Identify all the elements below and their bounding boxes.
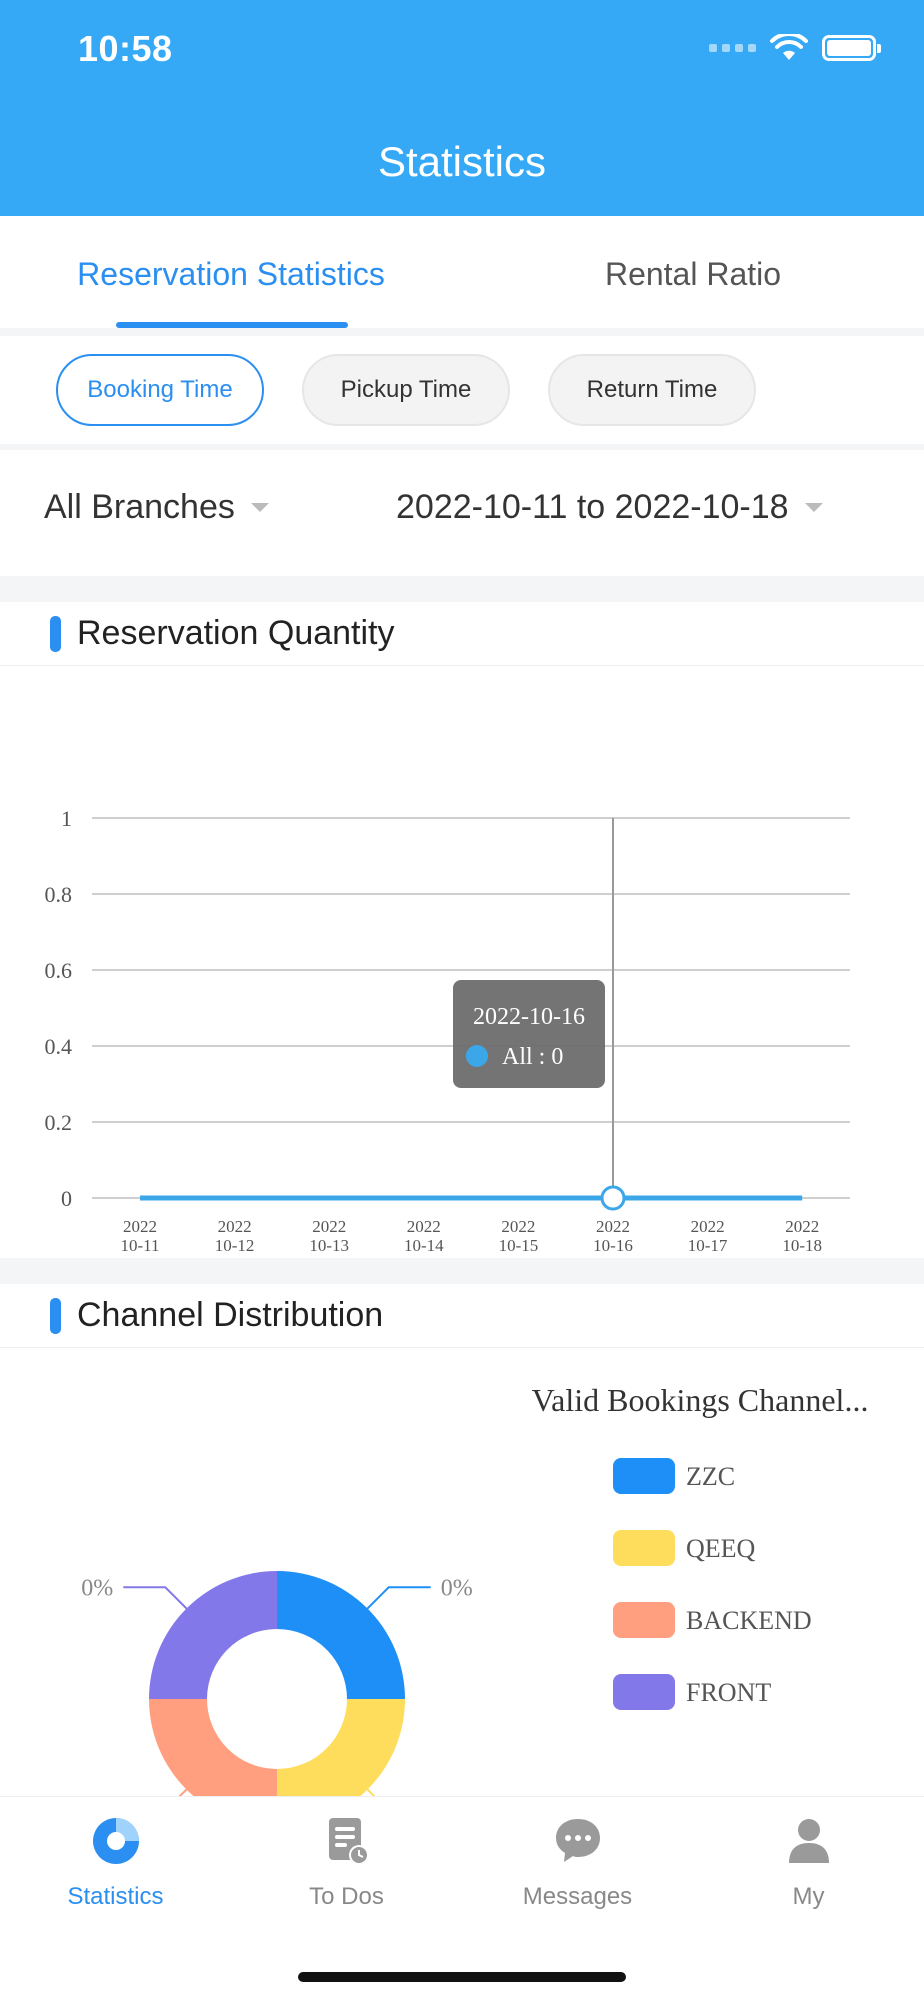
nav-my[interactable]: My — [693, 1815, 924, 1911]
donut-slice-zzc — [277, 1571, 405, 1699]
x-tick-label-year: 2022 — [123, 1217, 157, 1236]
battery-icon — [822, 35, 881, 61]
x-tick-label-date: 10-17 — [688, 1236, 728, 1255]
donut-slice-backend — [149, 1699, 277, 1796]
x-tick-label-date: 10-11 — [120, 1236, 159, 1255]
tab-rental-ratio[interactable]: Rental Ratio — [604, 256, 782, 292]
chart-title: Valid Bookings Channel... — [532, 1382, 869, 1418]
branch-select-label: All Branches — [44, 488, 235, 526]
legend-label: BACKEND — [686, 1606, 812, 1635]
legend-swatch — [613, 1674, 675, 1710]
chevron-down-icon — [804, 503, 823, 512]
slice-percent-label: 0% — [441, 1575, 473, 1601]
slice-percent-label: 0% — [81, 1575, 113, 1601]
top-bar: 10:58 Statistics — [0, 0, 924, 216]
signal-icon — [709, 44, 756, 52]
card-accent-bar — [50, 615, 61, 652]
return-time-button[interactable]: Return Time — [548, 354, 756, 426]
x-tick-label-year: 2022 — [407, 1217, 441, 1236]
legend-label: FRONT — [686, 1678, 771, 1707]
tooltip-value: All : 0 — [502, 1044, 563, 1070]
pickup-time-button[interactable]: Pickup Time — [302, 354, 510, 426]
page-title: Statistics — [377, 138, 547, 185]
selector-row: All Branches 2022-10-11 to 2022-10-18 — [0, 450, 924, 576]
x-tick-label-year: 2022 — [785, 1217, 819, 1236]
branch-select[interactable]: All Branches — [44, 488, 269, 527]
tooltip-title: 2022-10-16 — [473, 1004, 585, 1030]
legend-label: ZZC — [686, 1462, 735, 1491]
card-accent-bar — [50, 1297, 61, 1334]
x-tick-label-year: 2022 — [501, 1217, 535, 1236]
tab-bar: Reservation Statistics Rental Ratio — [0, 216, 924, 328]
x-tick-label-date: 10-12 — [215, 1236, 255, 1255]
y-tick-label: 0.6 — [45, 958, 73, 983]
y-tick-label: 0.2 — [45, 1110, 73, 1135]
status-icons — [709, 34, 881, 62]
nav-label: My — [792, 1883, 825, 1910]
x-tick-label-date: 10-13 — [309, 1236, 349, 1255]
y-tick-label: 0.4 — [45, 1034, 73, 1059]
reservation-quantity-card: Reservation Quantity 0 0.2 0.4 0.6 0.8 1 2022 1… — [0, 602, 924, 1258]
x-tick-label-date: 10-18 — [782, 1236, 822, 1255]
x-tick-label-year: 2022 — [218, 1217, 252, 1236]
legend-swatch — [613, 1530, 675, 1566]
nav-messages[interactable]: Messages — [462, 1815, 693, 1911]
time-filter-row: Booking Time Pickup Time Return Time — [0, 336, 924, 444]
home-indicator — [298, 1972, 626, 1982]
x-tick-label-year: 2022 — [691, 1217, 725, 1236]
booking-time-button[interactable]: Booking Time — [56, 354, 264, 426]
status-time: 10:58 — [78, 28, 173, 69]
y-tick-label: 1 — [61, 806, 72, 831]
todo-list-icon — [328, 1818, 369, 1865]
x-tick-label-year: 2022 — [596, 1217, 630, 1236]
y-tick-label: 0.8 — [45, 882, 73, 907]
tab-reservation-statistics[interactable]: Reservation Statistics — [77, 256, 385, 292]
card-header: Channel Distribution — [0, 1284, 924, 1348]
x-tick-label-date: 10-14 — [404, 1236, 444, 1255]
y-tick-label: 0 — [61, 1186, 72, 1211]
tooltip-box — [453, 980, 605, 1088]
tab-active-indicator — [116, 322, 348, 328]
donut-slice-qeeq — [277, 1699, 405, 1796]
channel-donut-chart[interactable]: 0%0%0%0%Valid Bookings Channel...ZZCQEEQ… — [0, 1348, 924, 1796]
slice-label-line — [362, 1784, 376, 1796]
nav-label: Messages — [522, 1883, 633, 1910]
legend-swatch — [613, 1458, 675, 1494]
chevron-down-icon — [250, 503, 269, 512]
slice-label-line — [123, 1586, 192, 1614]
channel-distribution-card: Channel Distribution 0%0%0%0%Valid Booki… — [0, 1284, 924, 1796]
slice-label-line — [362, 1586, 431, 1614]
nav-to-dos[interactable]: To Dos — [231, 1815, 462, 1911]
slice-label-line — [178, 1784, 192, 1796]
chat-bubble-icon — [555, 1819, 600, 1862]
x-tick-label-date: 10-15 — [499, 1236, 539, 1255]
data-point-highlight — [600, 1185, 626, 1211]
donut-slice-front — [149, 1571, 277, 1699]
nav-statistics[interactable]: Statistics — [0, 1815, 231, 1911]
date-range-label: 2022-10-11 to 2022-10-18 — [396, 488, 789, 526]
x-tick-label-date: 10-16 — [593, 1236, 633, 1255]
bottom-nav: Statistics To Dos Messages My — [0, 1796, 924, 2000]
card-header: Reservation Quantity — [0, 602, 924, 666]
wifi-icon — [770, 34, 808, 60]
legend-label: QEEQ — [686, 1534, 756, 1563]
x-tick-label-year: 2022 — [312, 1217, 346, 1236]
person-icon — [788, 1819, 829, 1863]
legend-swatch — [613, 1602, 675, 1638]
card-title: Reservation Quantity — [77, 614, 395, 652]
reservation-line-chart[interactable]: 00.20.40.60.81202210-11202210-12202210-1… — [0, 666, 924, 1258]
card-title: Channel Distribution — [77, 1296, 384, 1334]
tooltip-series-dot — [466, 1045, 488, 1067]
nav-label: Statistics — [67, 1883, 164, 1910]
date-range-select[interactable]: 2022-10-11 to 2022-10-18 — [396, 488, 823, 527]
chart-tooltip: 2022-10-16 All : 0 — [453, 980, 605, 1088]
nav-label: To Dos — [309, 1883, 384, 1910]
pie-chart-icon — [92, 1818, 139, 1864]
